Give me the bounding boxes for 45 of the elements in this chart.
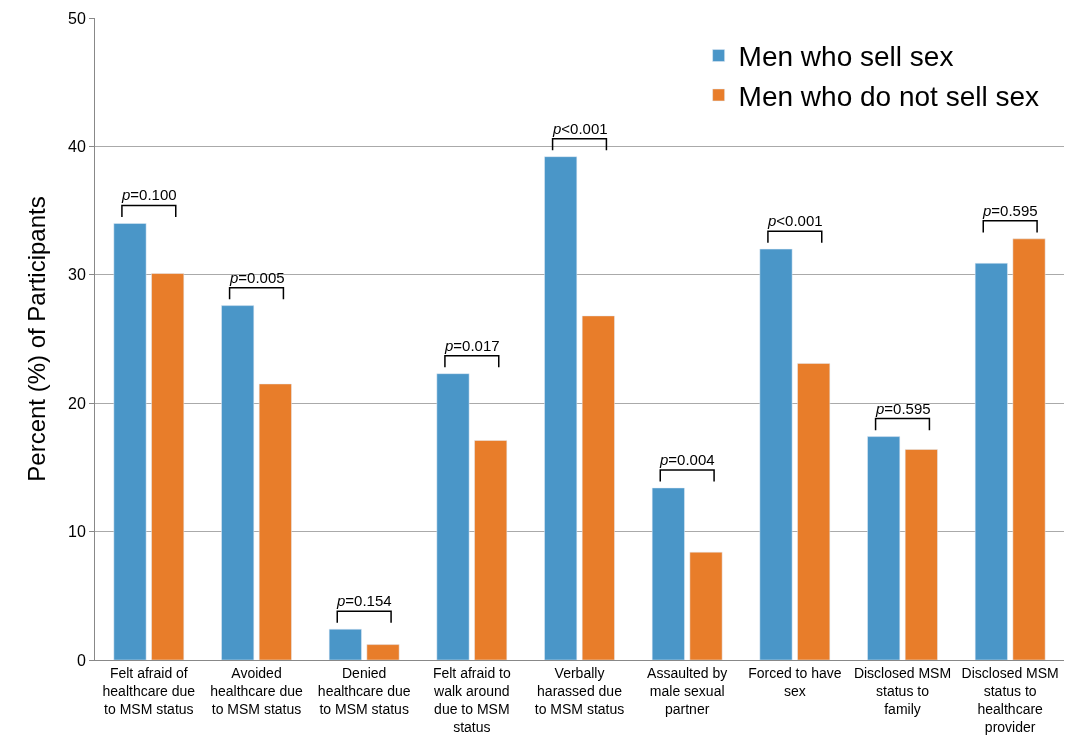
legend-label: Men who sell sex: [738, 41, 954, 73]
annotation: p=0.005: [229, 269, 285, 286]
y-tick-label: 50: [68, 9, 86, 27]
y-tick-label: 0: [76, 651, 86, 669]
x-tick-label: Assaulted by male sexual partner: [647, 664, 728, 718]
annotation: p<0.001: [552, 120, 608, 137]
x-tick-label: Disclosed MSM status to family: [853, 664, 952, 718]
annotation: p=0.595: [982, 202, 1038, 219]
bar: [759, 248, 793, 660]
bar: [544, 156, 578, 660]
bar: [797, 363, 831, 660]
bar: [651, 487, 685, 660]
bar: [151, 273, 185, 660]
annotation: p=0.017: [444, 337, 500, 354]
bar: [974, 262, 1008, 660]
bar: [366, 644, 400, 660]
annotation: p=0.100: [121, 186, 177, 203]
y-tick-label: 20: [68, 394, 86, 412]
bar: [436, 373, 470, 660]
bar: [474, 440, 508, 660]
annotation: p=0.154: [336, 592, 392, 609]
bar: [1012, 238, 1046, 660]
bar: [581, 315, 615, 660]
x-tick-label: Avoided healthcare due to MSM status: [210, 664, 304, 718]
bar: [113, 223, 147, 660]
y-tick-label: 40: [68, 138, 86, 155]
y-axis-title: Percent (%) of Participants: [23, 196, 51, 482]
annotation: p=0.595: [875, 400, 931, 417]
bar: [689, 551, 723, 660]
y-tick-label: 30: [68, 266, 86, 284]
x-tick-label: Verbally harassed due to MSM status: [534, 664, 625, 718]
legend-label: Men who do not sell sex: [738, 80, 1040, 112]
x-tick-label: Forced to have sex: [748, 664, 842, 699]
bar: [258, 383, 292, 660]
y-tick-label: 10: [68, 523, 86, 541]
bar: [221, 305, 255, 660]
bar: [904, 449, 938, 660]
x-tick-label: Denied healthcare due to MSM status: [317, 664, 411, 718]
x-tick-label: Felt afraid of healthcare due to MSM status: [102, 664, 196, 718]
annotation: p=0.004: [659, 451, 715, 468]
annotation: p<0.001: [767, 212, 823, 229]
x-tick-label: Disclosed MSM status to healthcare provider: [961, 664, 1059, 736]
bar: [867, 436, 901, 660]
bar: [328, 628, 362, 660]
x-tick-label: Felt afraid to walk around due to MSM status: [432, 664, 511, 736]
